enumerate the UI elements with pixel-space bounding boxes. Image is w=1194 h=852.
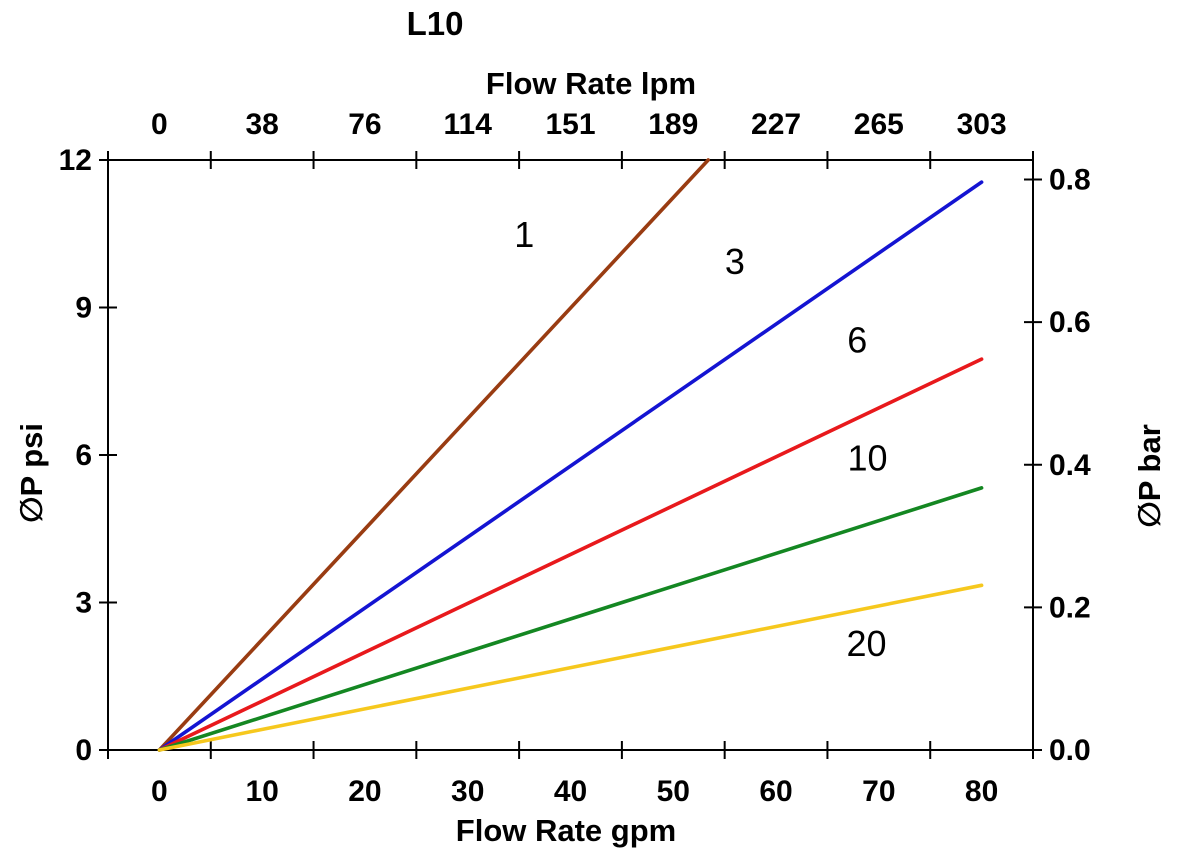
bottom-tick-label: 20 bbox=[348, 775, 381, 808]
series-line-20 bbox=[157, 583, 984, 752]
left-tick-label: 0 bbox=[75, 734, 92, 767]
series-line-6 bbox=[157, 357, 984, 752]
left-tick-label: 6 bbox=[75, 439, 92, 472]
bottom-tick-label: 30 bbox=[451, 775, 484, 808]
top-tick-label: 265 bbox=[854, 108, 904, 141]
chart-title: L10 bbox=[406, 5, 464, 42]
top-tick-label: 303 bbox=[957, 108, 1007, 141]
left-axis-title: ∅P psi bbox=[14, 423, 49, 523]
bottom-tick-label: 10 bbox=[245, 775, 278, 808]
left-tick-label: 12 bbox=[59, 144, 92, 177]
series-label-10: 10 bbox=[847, 438, 887, 479]
top-tick-label: 38 bbox=[245, 108, 278, 141]
bottom-axis-title: Flow Rate gpm bbox=[456, 813, 676, 848]
right-axis-title: ∅P bar bbox=[1132, 424, 1167, 528]
series-label-6: 6 bbox=[847, 320, 867, 361]
left-tick-label: 3 bbox=[75, 587, 92, 620]
series-label-20: 20 bbox=[846, 623, 886, 664]
right-tick-label: 0.4 bbox=[1049, 449, 1091, 482]
bottom-tick-label: 60 bbox=[759, 775, 792, 808]
top-tick-label: 227 bbox=[751, 108, 801, 141]
plot-border bbox=[107, 159, 1034, 751]
series-line-1 bbox=[157, 158, 711, 752]
left-tick-label: 9 bbox=[75, 292, 92, 325]
bottom-tick-label: 0 bbox=[151, 775, 168, 808]
right-tick-label: 0.2 bbox=[1049, 591, 1091, 624]
top-tick-label: 114 bbox=[444, 108, 493, 141]
top-tick-label: 189 bbox=[648, 108, 698, 141]
right-tick-label: 0.0 bbox=[1049, 734, 1091, 767]
top-tick-label: 0 bbox=[151, 108, 168, 141]
series-label-3: 3 bbox=[725, 241, 745, 282]
right-tick-label: 0.6 bbox=[1049, 306, 1091, 339]
top-axis-title: Flow Rate lpm bbox=[486, 66, 696, 101]
bottom-tick-label: 70 bbox=[862, 775, 895, 808]
series-line-10 bbox=[157, 486, 984, 752]
right-tick-label: 0.8 bbox=[1049, 164, 1091, 197]
bottom-tick-label: 40 bbox=[554, 775, 587, 808]
bottom-tick-label: 80 bbox=[965, 775, 998, 808]
top-tick-label: 151 bbox=[545, 108, 595, 141]
series-label-1: 1 bbox=[514, 214, 534, 255]
top-tick-label: 76 bbox=[348, 108, 381, 141]
series-line-3 bbox=[157, 180, 984, 752]
bottom-tick-label: 50 bbox=[657, 775, 690, 808]
